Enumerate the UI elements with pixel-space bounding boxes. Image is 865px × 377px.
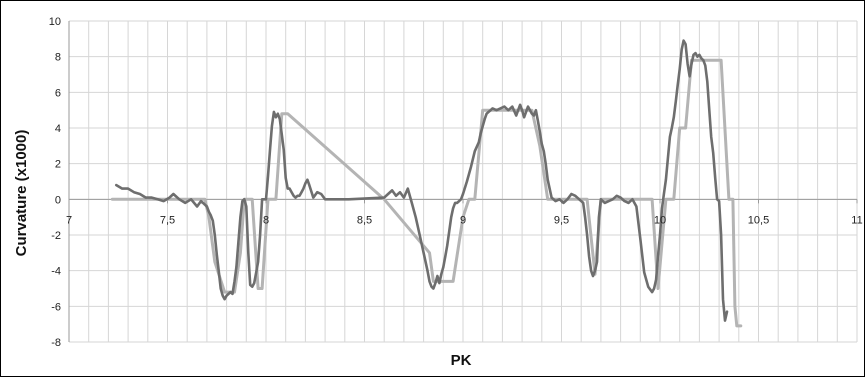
y-tick-label: 2 (55, 159, 61, 171)
x-tick-label: 7,5 (160, 214, 175, 226)
y-tick-label: 10 (49, 16, 61, 28)
grid-layer (68, 20, 858, 343)
series-layer (110, 39, 743, 328)
y-tick-label: -2 (51, 230, 61, 242)
y-tick-label: 0 (55, 194, 61, 206)
design-curvature-line (110, 58, 743, 328)
y-tick-label: 8 (55, 52, 61, 64)
x-tick-label: 10 (654, 214, 666, 226)
x-tick-label: 9 (460, 214, 466, 226)
x-tick-label: 7 (66, 214, 72, 226)
measured-curvature-line (115, 39, 729, 322)
x-tick-label: 8 (263, 214, 269, 226)
label-layer: PK Curvature (x1000) -8 -6 -4 -2 0 2 4 6 8 10 7 7,5… (13, 16, 863, 369)
x-axis-title: PK (451, 352, 472, 369)
x-tick-label: 11 (851, 214, 862, 226)
y-tick-label: -4 (51, 266, 61, 278)
y-tick-label: -8 (51, 337, 61, 349)
y-axis-title: Curvature (x1000) (13, 130, 30, 257)
y-tick-label: 6 (55, 87, 61, 99)
y-tick-label: -6 (51, 301, 61, 313)
x-tick-label: 8,5 (357, 214, 372, 226)
x-tick-label: 10,5 (748, 214, 769, 226)
x-tick-label: 9,5 (554, 214, 569, 226)
y-tick-label: 4 (55, 123, 61, 135)
